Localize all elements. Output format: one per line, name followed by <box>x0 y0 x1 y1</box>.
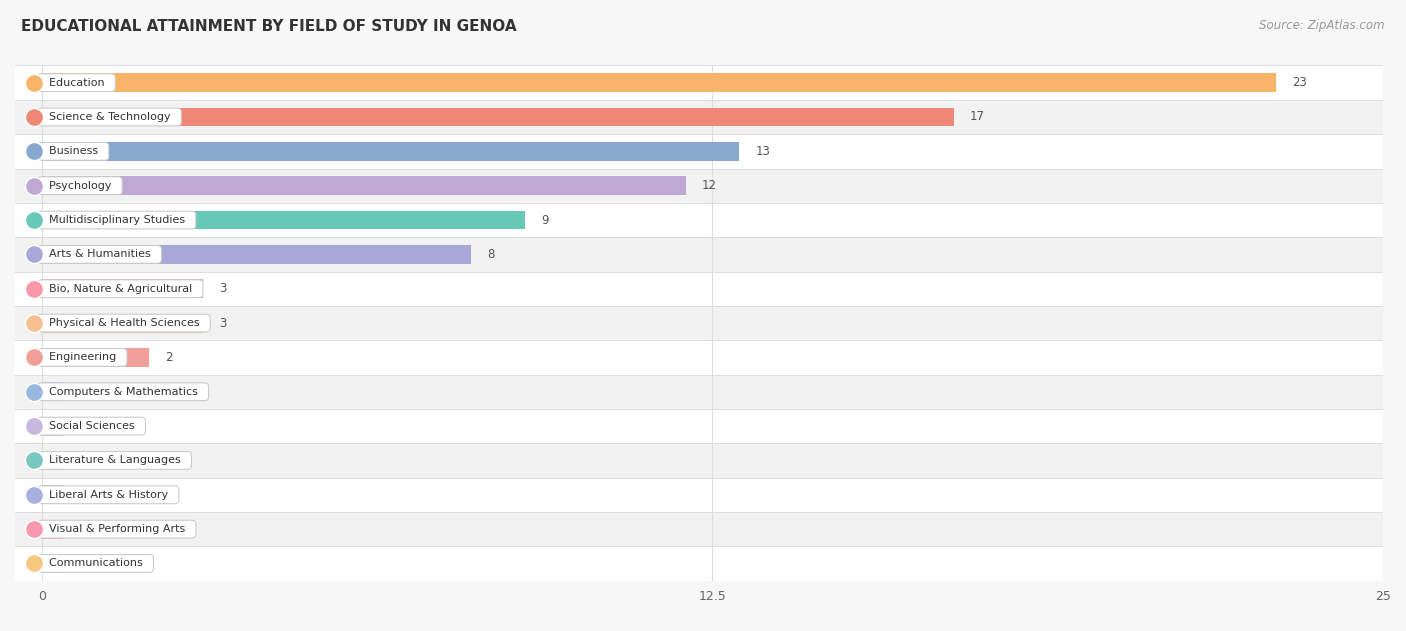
Text: 0: 0 <box>69 557 76 570</box>
Bar <box>15 546 1384 581</box>
Text: Psychology: Psychology <box>42 180 118 191</box>
Text: Visual & Performing Arts: Visual & Performing Arts <box>42 524 193 534</box>
Text: Engineering: Engineering <box>42 353 124 362</box>
Bar <box>15 512 1384 546</box>
Text: 0: 0 <box>69 488 76 501</box>
Bar <box>15 203 1384 237</box>
Bar <box>15 134 1384 168</box>
Text: Arts & Humanities: Arts & Humanities <box>42 249 157 259</box>
Bar <box>15 340 1384 375</box>
Text: Liberal Arts & History: Liberal Arts & History <box>42 490 174 500</box>
Bar <box>42 73 1275 92</box>
Text: 0: 0 <box>69 454 76 467</box>
Bar <box>15 271 1384 306</box>
Bar <box>42 348 149 367</box>
Bar <box>15 443 1384 478</box>
Text: 13: 13 <box>755 145 770 158</box>
Text: 2: 2 <box>166 351 173 364</box>
Bar <box>42 314 202 333</box>
Bar <box>15 375 1384 409</box>
Text: 23: 23 <box>1292 76 1306 89</box>
Text: Literature & Languages: Literature & Languages <box>42 456 187 466</box>
Text: Communications: Communications <box>42 558 149 569</box>
Bar <box>42 280 202 298</box>
Bar <box>42 416 63 435</box>
Text: 3: 3 <box>219 317 226 329</box>
Bar <box>42 485 63 504</box>
Text: Social Sciences: Social Sciences <box>42 421 142 431</box>
Text: Physical & Health Sciences: Physical & Health Sciences <box>42 318 207 328</box>
Bar <box>42 451 63 470</box>
Text: 0: 0 <box>69 420 76 433</box>
Text: Education: Education <box>42 78 111 88</box>
Bar <box>15 478 1384 512</box>
Bar <box>15 306 1384 340</box>
Text: 3: 3 <box>219 282 226 295</box>
Text: 8: 8 <box>486 248 495 261</box>
Bar <box>15 168 1384 203</box>
Bar <box>42 107 953 126</box>
Text: Bio, Nature & Agricultural: Bio, Nature & Agricultural <box>42 284 200 293</box>
Text: 17: 17 <box>970 110 986 124</box>
Bar <box>15 100 1384 134</box>
Text: Multidisciplinary Studies: Multidisciplinary Studies <box>42 215 193 225</box>
Bar <box>42 382 63 401</box>
Bar <box>42 520 63 539</box>
Bar <box>42 245 471 264</box>
Text: 0: 0 <box>69 522 76 536</box>
Bar <box>15 409 1384 443</box>
Text: Computers & Mathematics: Computers & Mathematics <box>42 387 205 397</box>
Text: 0: 0 <box>69 386 76 398</box>
Text: Source: ZipAtlas.com: Source: ZipAtlas.com <box>1260 19 1385 32</box>
Bar <box>42 211 524 230</box>
Bar <box>42 554 63 573</box>
Bar <box>42 142 740 161</box>
Bar <box>42 176 686 195</box>
Bar <box>15 66 1384 100</box>
Text: Science & Technology: Science & Technology <box>42 112 177 122</box>
Text: Business: Business <box>42 146 105 156</box>
Text: 12: 12 <box>702 179 717 192</box>
Text: 9: 9 <box>541 213 548 227</box>
Text: EDUCATIONAL ATTAINMENT BY FIELD OF STUDY IN GENOA: EDUCATIONAL ATTAINMENT BY FIELD OF STUDY… <box>21 19 517 34</box>
Bar <box>15 237 1384 271</box>
